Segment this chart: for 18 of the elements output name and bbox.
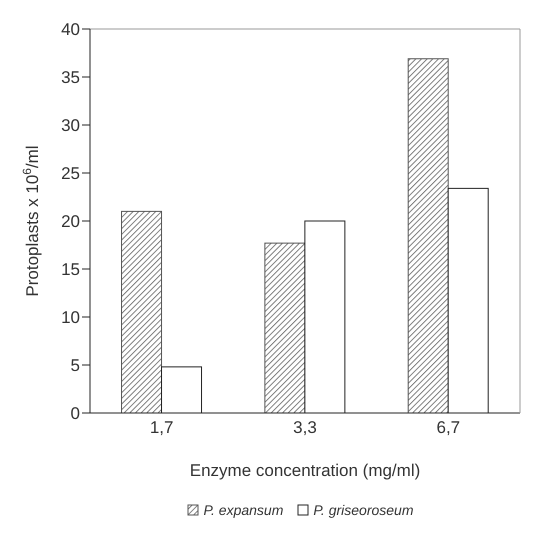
y-tick-label: 20 — [61, 212, 80, 232]
x-tick-label: 1,7 — [150, 418, 174, 438]
y-tick-label: 40 — [61, 20, 80, 40]
bar — [264, 242, 306, 413]
x-tick-label: 6,7 — [436, 418, 460, 438]
legend-label: P. expansum — [202, 502, 284, 518]
y-tick-label: 25 — [61, 164, 80, 184]
y-tick-label: 30 — [61, 116, 80, 136]
y-tick-label: 35 — [61, 68, 80, 88]
x-axis-title: Enzyme concentration (mg/ml) — [190, 461, 420, 480]
bar — [408, 58, 449, 413]
bar — [121, 210, 162, 413]
y-tick-label: 0 — [70, 404, 80, 424]
y-tick-label: 10 — [61, 308, 80, 328]
y-tick-label: 15 — [61, 260, 80, 280]
x-tick-label: 3,3 — [293, 418, 317, 438]
y-tick-label: 5 — [70, 356, 80, 376]
legend-label: P. griseoroseum — [312, 502, 414, 518]
